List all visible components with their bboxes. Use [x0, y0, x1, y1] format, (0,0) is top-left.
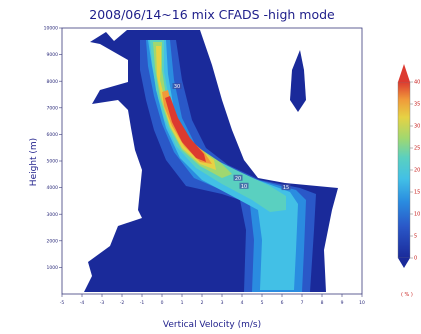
y-tick-label: 10000 — [44, 26, 58, 32]
x-tick-label: 10 — [359, 300, 365, 306]
y-tick-label: 8000 — [47, 79, 59, 85]
colorbar-tick-label: 30 — [414, 124, 420, 130]
colorbar: 0 5 10 15 20 25 30 35 40 ( % ) — [397, 64, 420, 298]
colorbar-ticks: 0 5 10 15 20 25 30 35 40 — [410, 80, 420, 262]
x-tick-label: 9 — [341, 300, 344, 306]
chart-title: 2008/06/14~16 mix CFADS -high mode — [89, 7, 335, 22]
colorbar-unit: ( % ) — [401, 292, 413, 298]
y-tick-label: 6000 — [47, 132, 59, 138]
colorbar-arrow-bottom — [398, 258, 410, 268]
x-axis-label: Vertical Velocity (m/s) — [163, 320, 261, 330]
contour-label-bg — [172, 83, 182, 90]
y-axis-label: Height (m) — [29, 138, 39, 186]
x-tick-label: 0 — [161, 300, 164, 306]
colorbar-tick-label: 10 — [414, 212, 420, 218]
y-tick-label: 9000 — [47, 52, 59, 58]
x-tick-label: -5 — [60, 300, 65, 306]
y-tick-label: 4000 — [47, 185, 59, 191]
contour-label: 15 — [283, 185, 289, 191]
contour-label: 20 — [235, 176, 241, 182]
colorbar-tick-label: 35 — [414, 102, 420, 108]
x-axis: -5 -4 -3 -2 -1 0 1 2 3 4 5 6 7 8 9 10 — [60, 294, 365, 306]
contour-label: 30 — [174, 84, 180, 90]
region-level-40 — [165, 96, 206, 162]
contour-label-bg — [239, 182, 249, 189]
contour-label-bg — [233, 174, 243, 181]
colorbar-tick-label: 0 — [414, 256, 417, 262]
plot-area — [84, 30, 338, 292]
x-tick-label: 1 — [181, 300, 184, 306]
y-tick-label: 3000 — [47, 212, 59, 218]
x-tick-label: 6 — [281, 300, 284, 306]
x-tick-label: 2 — [201, 300, 204, 306]
x-tick-label: -3 — [100, 300, 105, 306]
y-axis: 1000 2000 3000 4000 5000 6000 7000 8000 9000 1000… — [44, 26, 62, 271]
y-tick-label: 1000 — [47, 265, 59, 271]
x-tick-label: 7 — [301, 300, 304, 306]
colorbar-tick-label: 20 — [414, 168, 420, 174]
region-level-0-right — [290, 50, 306, 112]
colorbar-tick-label: 15 — [414, 190, 420, 196]
x-tick-label: 5 — [261, 300, 264, 306]
x-tick-label: 4 — [241, 300, 244, 306]
colorbar-tick-label: 25 — [414, 146, 420, 152]
colorbar-arrow-top — [398, 64, 410, 82]
x-tick-label: 8 — [321, 300, 324, 306]
colorbar-body — [397, 81, 411, 259]
contour-label: 10 — [241, 184, 247, 190]
x-tick-label: -4 — [80, 300, 85, 306]
y-tick-label: 5000 — [47, 159, 59, 165]
y-tick-label: 7000 — [47, 105, 59, 111]
x-tick-label: 3 — [221, 300, 224, 306]
colorbar-tick-label: 40 — [414, 80, 420, 86]
y-tick-label: 2000 — [47, 238, 59, 244]
x-tick-label: -1 — [140, 300, 145, 306]
colorbar-tick-label: 5 — [414, 234, 417, 240]
contour-label-bg — [281, 184, 291, 191]
x-tick-label: -2 — [120, 300, 125, 306]
